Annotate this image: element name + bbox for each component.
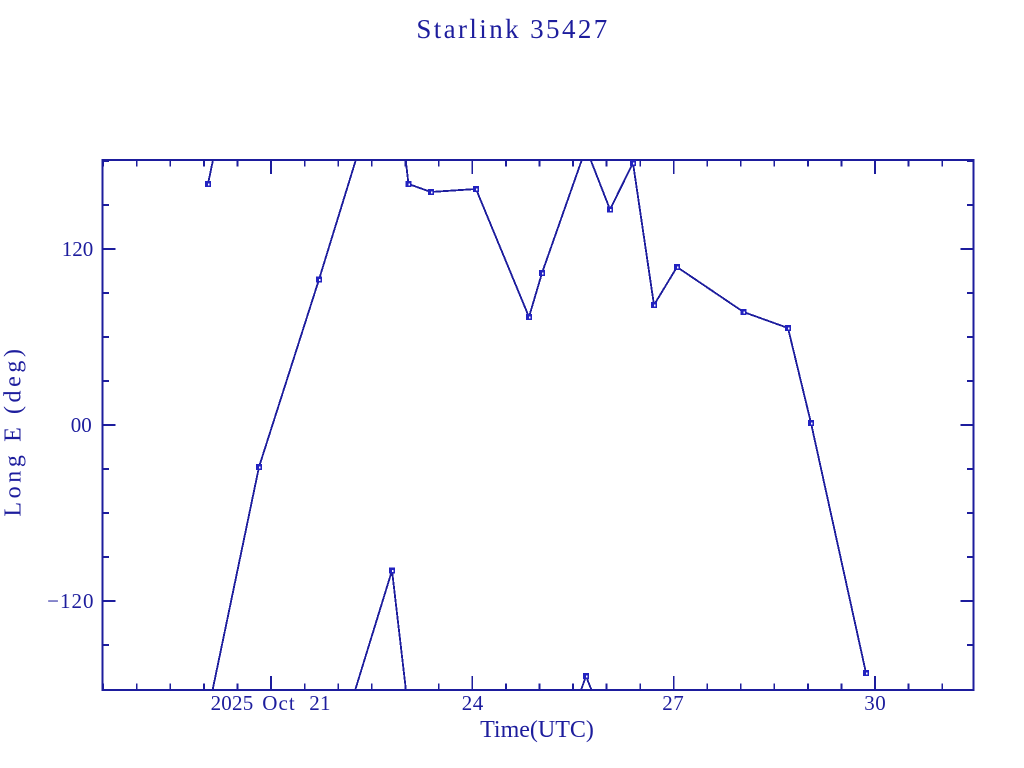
- svg-text:21: 21: [309, 691, 331, 715]
- svg-text:00: 00: [71, 413, 92, 437]
- svg-text:Time(UTC): Time(UTC): [480, 717, 594, 743]
- svg-text:2025: 2025: [211, 691, 254, 715]
- svg-text:Starlink 35427: Starlink 35427: [416, 14, 609, 44]
- svg-text:Oct: Oct: [262, 691, 296, 715]
- svg-text:24: 24: [462, 691, 484, 715]
- svg-text:27: 27: [662, 691, 684, 715]
- svg-text:30: 30: [864, 691, 886, 715]
- svg-text:Long E (deg): Long E (deg): [1, 345, 27, 516]
- svg-text:−120: −120: [47, 589, 94, 613]
- svg-text:120: 120: [62, 237, 94, 261]
